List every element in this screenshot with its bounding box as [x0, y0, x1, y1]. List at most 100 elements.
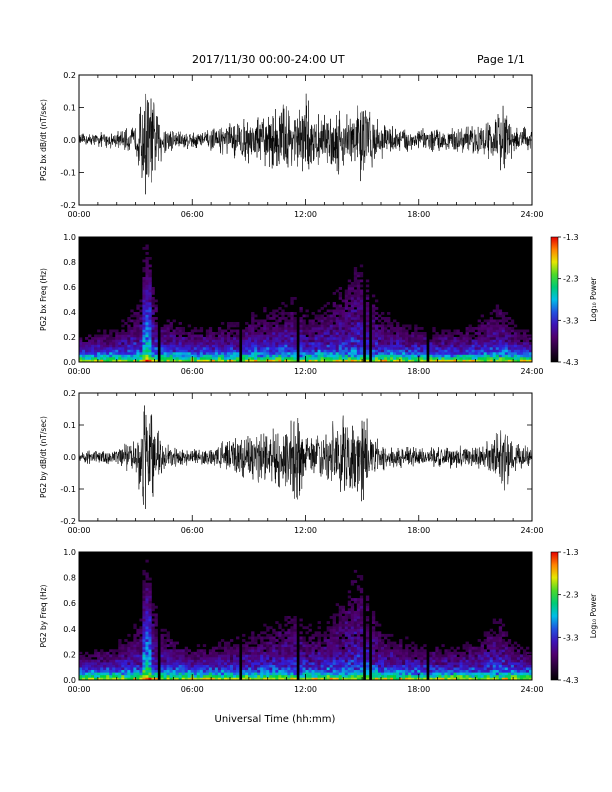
- spectrogram-cell: [414, 654, 418, 658]
- spectrogram-cell: [106, 654, 110, 658]
- spectrogram-cell: [136, 357, 140, 360]
- spectrogram-cell: [133, 319, 137, 323]
- spectrogram-cell: [148, 339, 152, 343]
- spectrogram-cell: [148, 616, 152, 619]
- spectrogram-cell: [356, 354, 361, 358]
- spectrogram-cell: [302, 329, 306, 333]
- spectrogram-cell: [133, 649, 137, 653]
- spectrogram-cell: [483, 342, 487, 345]
- spectrogram-cell: [172, 649, 176, 653]
- spectrogram-cell: [287, 322, 291, 325]
- spectrogram-cell: [347, 603, 352, 607]
- spectrogram-cell: [266, 664, 270, 668]
- spectrogram-cell: [127, 317, 131, 320]
- spectrogram-cell: [139, 332, 143, 335]
- spectrogram-cell: [236, 656, 240, 660]
- spectrogram-cell: [254, 352, 258, 355]
- spectrogram-cell: [281, 664, 285, 668]
- spectrogram-cell: [287, 334, 291, 338]
- spectrogram-cell: [393, 659, 397, 663]
- spectrogram-cell: [384, 659, 388, 663]
- spectrogram-cell: [405, 654, 409, 658]
- spectrogram-cell: [269, 329, 273, 333]
- spectrogram-cell: [166, 332, 170, 335]
- spectrogram-cell: [399, 339, 403, 343]
- spectrogram-cell: [450, 337, 454, 340]
- spectrogram-cell: [106, 352, 110, 355]
- spectrogram-cell: [160, 651, 164, 655]
- spectrogram-cell: [390, 332, 394, 335]
- spectrogram-cell: [112, 329, 116, 333]
- spectrogram-cell: [242, 344, 246, 348]
- spectrogram-cell: [236, 664, 240, 668]
- spectrogram-cell: [314, 352, 318, 355]
- spectrogram-cell: [492, 641, 497, 645]
- spectrogram-cell: [272, 332, 276, 335]
- spectrogram-cell: [396, 332, 400, 335]
- spectrogram-cell: [169, 651, 173, 655]
- spectrogram-cell: [302, 669, 306, 673]
- spectrogram-cell: [344, 626, 349, 630]
- spectrogram-cell: [230, 347, 234, 350]
- spectrogram-cell: [338, 633, 343, 637]
- spectrogram-cell: [166, 636, 170, 640]
- spectrogram-cell: [393, 352, 397, 355]
- spectrogram-cell: [329, 332, 333, 335]
- spectrogram-cell: [94, 357, 98, 360]
- spectrogram-cell: [175, 649, 179, 653]
- spectrogram-cell: [384, 337, 388, 340]
- spectrogram-cell: [245, 342, 249, 345]
- spectrogram-cell: [390, 329, 394, 333]
- spectrogram-cell: [85, 677, 89, 681]
- spectrogram-cell: [148, 654, 152, 658]
- spectrogram-cell: [477, 352, 481, 355]
- spectrogram-cell: [151, 662, 155, 665]
- spectrogram-cell: [390, 324, 394, 328]
- spectrogram-cell: [371, 641, 376, 645]
- spectrogram-cell: [290, 317, 294, 320]
- spectrogram-cell: [139, 359, 143, 363]
- spectrogram-cell: [477, 339, 481, 343]
- spectrogram-cell: [269, 649, 273, 653]
- spectrogram-cell: [130, 654, 134, 658]
- spectrogram-cell: [196, 349, 201, 353]
- spectrogram-cell: [359, 322, 364, 325]
- spectrogram-cell: [480, 644, 484, 648]
- spectrogram-cell: [332, 324, 336, 328]
- spectrogram-cell: [338, 297, 343, 300]
- spectrogram-cell: [359, 600, 364, 604]
- spectrogram-cell: [317, 357, 321, 360]
- spectrogram-cell: [317, 332, 321, 335]
- spectrogram-cell: [302, 651, 306, 655]
- spectrogram-cell: [371, 654, 376, 658]
- spectrogram-cell: [465, 332, 469, 335]
- spectrogram-cell: [329, 646, 333, 650]
- spectrogram-cell: [263, 644, 267, 648]
- spectrogram-cell: [365, 284, 370, 288]
- spectrogram-cell: [230, 639, 234, 642]
- spectrogram-cell: [211, 656, 216, 660]
- spectrogram-cell: [411, 337, 415, 340]
- spectrogram-cell: [332, 654, 336, 658]
- spectrogram-cell: [254, 332, 258, 335]
- spectrogram-cell: [335, 639, 340, 642]
- spectrogram-cell: [109, 649, 113, 653]
- spectrogram-cell: [118, 651, 122, 655]
- spectrogram-cell: [474, 664, 478, 668]
- spectrogram-cell: [269, 334, 273, 338]
- spectrogram-cell: [423, 656, 427, 660]
- spectrogram-cell: [513, 352, 518, 355]
- spectrogram-cell: [335, 672, 340, 676]
- colorbar-tick-label: -1.3: [563, 233, 579, 242]
- spectrogram-cell: [245, 337, 249, 340]
- spectrogram-cell: [377, 644, 382, 648]
- spectrogram-cell: [226, 669, 231, 673]
- spectrogram-cell: [181, 342, 185, 345]
- spectrogram-cell: [438, 674, 442, 678]
- spectrogram-cell: [142, 605, 146, 609]
- spectrogram-cell: [344, 649, 349, 653]
- spectrogram-cell: [160, 662, 164, 665]
- spectrogram-cell: [226, 322, 231, 325]
- spectrogram-cell: [112, 342, 116, 345]
